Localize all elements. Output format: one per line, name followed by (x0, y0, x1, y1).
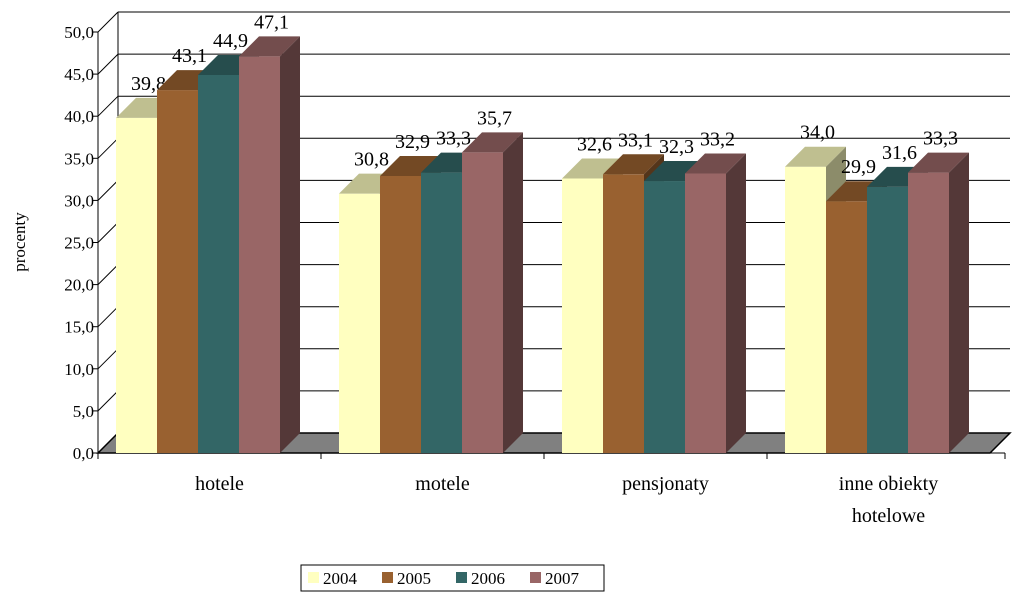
bar-front (198, 74, 239, 453)
bar-2007-0 (239, 36, 300, 453)
data-label: 30,8 (354, 149, 389, 171)
data-label: 39,8 (131, 73, 166, 95)
bar-front (826, 201, 867, 453)
legend-swatch (308, 572, 319, 583)
y-tick-label: 20,0 (64, 276, 94, 295)
bar-top (685, 153, 746, 174)
data-label: 33,1 (618, 129, 653, 151)
legend: 2004 2005 2006 2007 (300, 564, 605, 592)
bar-front (603, 174, 644, 453)
data-label: 33,2 (700, 128, 735, 150)
bar-side (503, 132, 523, 453)
bar-top (462, 132, 523, 153)
bar-front (421, 172, 462, 453)
gridline-diagonal (97, 95, 119, 117)
y-tick-label: 50,0 (64, 23, 94, 42)
gridline-diagonal (97, 222, 119, 243)
bar-side (280, 36, 300, 453)
gridline-diagonal (97, 180, 119, 201)
data-label: 31,6 (882, 142, 917, 164)
data-label: 32,9 (395, 131, 430, 153)
gridline-diagonal (97, 306, 119, 328)
legend-label: 2004 (323, 569, 358, 588)
bar-front (339, 193, 380, 453)
bar-front (685, 173, 726, 453)
gridline-diagonal (97, 137, 119, 159)
data-label: 34,0 (800, 122, 835, 144)
bar-side (726, 153, 746, 453)
y-tick-label: 35,0 (64, 149, 94, 168)
gridline-diagonal (97, 11, 119, 33)
data-label: 33,3 (436, 128, 471, 150)
bar-front (562, 178, 603, 453)
bar-front (908, 172, 949, 453)
bar-front (239, 56, 280, 453)
y-tick-label: 10,0 (64, 360, 94, 379)
y-axis-label: procenty (10, 212, 29, 272)
bar-top (785, 146, 846, 167)
y-tick-label: 45,0 (64, 65, 94, 84)
y-tick-label: 0,0 (73, 444, 94, 463)
y-tick-label: 5,0 (73, 402, 94, 421)
bar-front (644, 181, 685, 453)
data-label: 44,9 (213, 30, 248, 52)
bar-2007-2 (685, 153, 746, 453)
gridline-diagonal (97, 390, 119, 412)
data-label: 35,7 (477, 107, 512, 129)
bar-top (603, 154, 664, 175)
data-label: 33,3 (923, 128, 958, 150)
legend-label: 2005 (397, 569, 431, 588)
data-label: 29,9 (841, 156, 876, 178)
y-tick-label: 30,0 (64, 191, 94, 210)
x-tick-label: hotele (195, 473, 244, 495)
bar-top (908, 152, 969, 173)
bar-front (380, 175, 421, 453)
x-tick-label: inne obiekty (839, 473, 938, 495)
bar-front (785, 166, 826, 453)
bar-front (462, 152, 503, 453)
legend-label: 2007 (545, 569, 580, 588)
y-tick-label: 40,0 (64, 107, 94, 126)
bar-front (867, 186, 908, 454)
legend-swatch (382, 572, 393, 583)
bar-2007-1 (462, 132, 523, 453)
gridline-diagonal (97, 348, 119, 370)
x-tick-label: hotelowe (852, 505, 925, 527)
gridline-diagonal (97, 53, 119, 75)
data-label: 32,3 (659, 136, 694, 158)
data-label: 32,6 (577, 134, 612, 156)
x-tick-label: pensjonaty (622, 473, 709, 495)
legend-box (300, 564, 605, 592)
legend-swatch (456, 572, 467, 583)
x-tick-label: motele (415, 473, 470, 495)
bar-side (949, 152, 969, 453)
bar-2007-3 (908, 152, 969, 453)
y-tick-label: 15,0 (64, 318, 94, 337)
data-label: 47,1 (254, 11, 289, 33)
bar-front (157, 90, 198, 454)
legend-label: 2006 (471, 569, 505, 588)
gridline-diagonal (97, 264, 119, 285)
bar-top (239, 36, 300, 57)
y-tick-label: 25,0 (64, 234, 94, 253)
data-label: 43,1 (172, 45, 207, 67)
bar-front (116, 117, 157, 453)
legend-swatch (530, 572, 541, 583)
